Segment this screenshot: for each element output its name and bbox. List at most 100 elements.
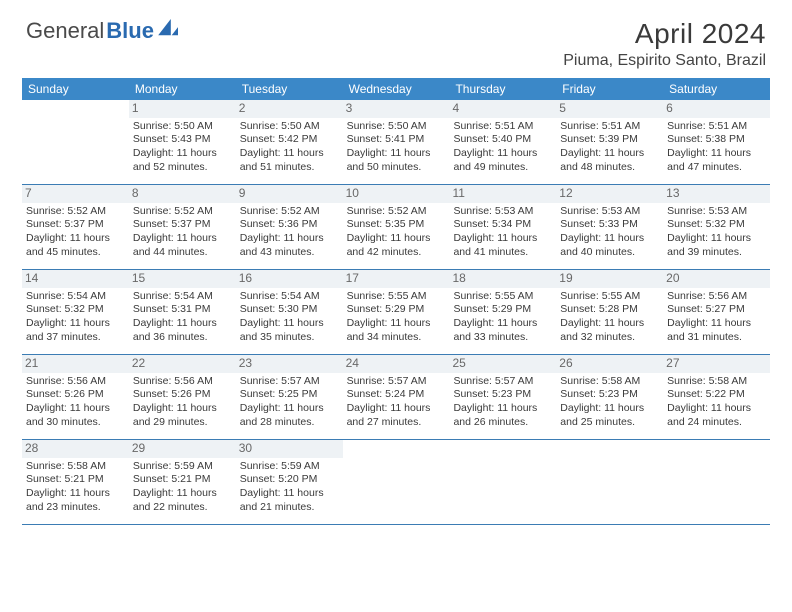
sunrise-line: Sunrise: 5:50 AM bbox=[347, 120, 446, 134]
daylight-line-1: Daylight: 11 hours bbox=[560, 317, 659, 331]
day-cell: 17Sunrise: 5:55 AMSunset: 5:29 PMDayligh… bbox=[343, 270, 450, 354]
daylight-line-2: and 43 minutes. bbox=[240, 246, 339, 260]
daylight-line-1: Daylight: 11 hours bbox=[26, 317, 125, 331]
days-of-week-header: SundayMondayTuesdayWednesdayThursdayFrid… bbox=[22, 78, 770, 100]
sunset-line: Sunset: 5:20 PM bbox=[240, 473, 339, 487]
sunset-line: Sunset: 5:22 PM bbox=[667, 388, 766, 402]
day-number: 25 bbox=[449, 355, 556, 373]
sunset-line: Sunset: 5:23 PM bbox=[560, 388, 659, 402]
day-number: 30 bbox=[236, 440, 343, 458]
sunrise-line: Sunrise: 5:58 AM bbox=[26, 460, 125, 474]
dow-cell: Sunday bbox=[22, 78, 129, 100]
sunset-line: Sunset: 5:26 PM bbox=[133, 388, 232, 402]
day-cell: 9Sunrise: 5:52 AMSunset: 5:36 PMDaylight… bbox=[236, 185, 343, 269]
daylight-line-2: and 31 minutes. bbox=[667, 331, 766, 345]
sunset-line: Sunset: 5:32 PM bbox=[667, 218, 766, 232]
day-cell: 12Sunrise: 5:53 AMSunset: 5:33 PMDayligh… bbox=[556, 185, 663, 269]
sunrise-line: Sunrise: 5:59 AM bbox=[133, 460, 232, 474]
day-number: 20 bbox=[663, 270, 770, 288]
sunset-line: Sunset: 5:26 PM bbox=[26, 388, 125, 402]
sunset-line: Sunset: 5:36 PM bbox=[240, 218, 339, 232]
sunset-line: Sunset: 5:39 PM bbox=[560, 133, 659, 147]
sunset-line: Sunset: 5:31 PM bbox=[133, 303, 232, 317]
day-number: 13 bbox=[663, 185, 770, 203]
day-number: 5 bbox=[556, 100, 663, 118]
day-number: 12 bbox=[556, 185, 663, 203]
day-cell: 14Sunrise: 5:54 AMSunset: 5:32 PMDayligh… bbox=[22, 270, 129, 354]
daylight-line-2: and 26 minutes. bbox=[453, 416, 552, 430]
day-cell: 26Sunrise: 5:58 AMSunset: 5:23 PMDayligh… bbox=[556, 355, 663, 439]
daylight-line-2: and 48 minutes. bbox=[560, 161, 659, 175]
sunrise-line: Sunrise: 5:58 AM bbox=[560, 375, 659, 389]
daylight-line-1: Daylight: 11 hours bbox=[133, 487, 232, 501]
daylight-line-2: and 37 minutes. bbox=[26, 331, 125, 345]
logo-text-part1: General bbox=[26, 18, 104, 44]
daylight-line-2: and 51 minutes. bbox=[240, 161, 339, 175]
day-number: 3 bbox=[343, 100, 450, 118]
week-row: 7Sunrise: 5:52 AMSunset: 5:37 PMDaylight… bbox=[22, 185, 770, 270]
sunrise-line: Sunrise: 5:54 AM bbox=[26, 290, 125, 304]
sunrise-line: Sunrise: 5:52 AM bbox=[240, 205, 339, 219]
day-number: 19 bbox=[556, 270, 663, 288]
day-cell: 20Sunrise: 5:56 AMSunset: 5:27 PMDayligh… bbox=[663, 270, 770, 354]
daylight-line-1: Daylight: 11 hours bbox=[240, 487, 339, 501]
week-row: 21Sunrise: 5:56 AMSunset: 5:26 PMDayligh… bbox=[22, 355, 770, 440]
sunset-line: Sunset: 5:40 PM bbox=[453, 133, 552, 147]
daylight-line-2: and 52 minutes. bbox=[133, 161, 232, 175]
day-cell: 2Sunrise: 5:50 AMSunset: 5:42 PMDaylight… bbox=[236, 100, 343, 184]
daylight-line-1: Daylight: 11 hours bbox=[26, 232, 125, 246]
sunrise-line: Sunrise: 5:51 AM bbox=[667, 120, 766, 134]
day-number: 11 bbox=[449, 185, 556, 203]
dow-cell: Friday bbox=[556, 78, 663, 100]
day-cell: 22Sunrise: 5:56 AMSunset: 5:26 PMDayligh… bbox=[129, 355, 236, 439]
dow-cell: Monday bbox=[129, 78, 236, 100]
day-number: 16 bbox=[236, 270, 343, 288]
daylight-line-2: and 32 minutes. bbox=[560, 331, 659, 345]
sunrise-line: Sunrise: 5:51 AM bbox=[453, 120, 552, 134]
daylight-line-1: Daylight: 11 hours bbox=[453, 317, 552, 331]
daylight-line-1: Daylight: 11 hours bbox=[240, 317, 339, 331]
daylight-line-2: and 25 minutes. bbox=[560, 416, 659, 430]
day-number: 6 bbox=[663, 100, 770, 118]
day-cell: 18Sunrise: 5:55 AMSunset: 5:29 PMDayligh… bbox=[449, 270, 556, 354]
sunrise-line: Sunrise: 5:54 AM bbox=[133, 290, 232, 304]
day-cell: 10Sunrise: 5:52 AMSunset: 5:35 PMDayligh… bbox=[343, 185, 450, 269]
sunset-line: Sunset: 5:37 PM bbox=[26, 218, 125, 232]
daylight-line-1: Daylight: 11 hours bbox=[667, 232, 766, 246]
sunrise-line: Sunrise: 5:56 AM bbox=[667, 290, 766, 304]
daylight-line-2: and 50 minutes. bbox=[347, 161, 446, 175]
day-number: 15 bbox=[129, 270, 236, 288]
sunrise-line: Sunrise: 5:55 AM bbox=[560, 290, 659, 304]
sunrise-line: Sunrise: 5:59 AM bbox=[240, 460, 339, 474]
day-number: 4 bbox=[449, 100, 556, 118]
day-cell: 28Sunrise: 5:58 AMSunset: 5:21 PMDayligh… bbox=[22, 440, 129, 524]
day-cell: 13Sunrise: 5:53 AMSunset: 5:32 PMDayligh… bbox=[663, 185, 770, 269]
day-cell bbox=[343, 440, 450, 524]
day-cell bbox=[449, 440, 556, 524]
daylight-line-1: Daylight: 11 hours bbox=[453, 402, 552, 416]
sunset-line: Sunset: 5:38 PM bbox=[667, 133, 766, 147]
sunrise-line: Sunrise: 5:55 AM bbox=[453, 290, 552, 304]
daylight-line-2: and 42 minutes. bbox=[347, 246, 446, 260]
daylight-line-2: and 21 minutes. bbox=[240, 501, 339, 515]
sunrise-line: Sunrise: 5:52 AM bbox=[26, 205, 125, 219]
day-number: 17 bbox=[343, 270, 450, 288]
sunset-line: Sunset: 5:27 PM bbox=[667, 303, 766, 317]
dow-cell: Tuesday bbox=[236, 78, 343, 100]
day-number: 26 bbox=[556, 355, 663, 373]
title-block: April 2024 Piuma, Espirito Santo, Brazil bbox=[563, 18, 766, 70]
daylight-line-1: Daylight: 11 hours bbox=[560, 232, 659, 246]
day-number: 24 bbox=[343, 355, 450, 373]
day-cell: 24Sunrise: 5:57 AMSunset: 5:24 PMDayligh… bbox=[343, 355, 450, 439]
daylight-line-2: and 36 minutes. bbox=[133, 331, 232, 345]
day-cell: 19Sunrise: 5:55 AMSunset: 5:28 PMDayligh… bbox=[556, 270, 663, 354]
sunset-line: Sunset: 5:21 PM bbox=[133, 473, 232, 487]
sunrise-line: Sunrise: 5:56 AM bbox=[133, 375, 232, 389]
day-cell: 8Sunrise: 5:52 AMSunset: 5:37 PMDaylight… bbox=[129, 185, 236, 269]
sunset-line: Sunset: 5:25 PM bbox=[240, 388, 339, 402]
day-cell: 6Sunrise: 5:51 AMSunset: 5:38 PMDaylight… bbox=[663, 100, 770, 184]
sunrise-line: Sunrise: 5:50 AM bbox=[133, 120, 232, 134]
day-cell: 5Sunrise: 5:51 AMSunset: 5:39 PMDaylight… bbox=[556, 100, 663, 184]
sunrise-line: Sunrise: 5:58 AM bbox=[667, 375, 766, 389]
sunset-line: Sunset: 5:35 PM bbox=[347, 218, 446, 232]
